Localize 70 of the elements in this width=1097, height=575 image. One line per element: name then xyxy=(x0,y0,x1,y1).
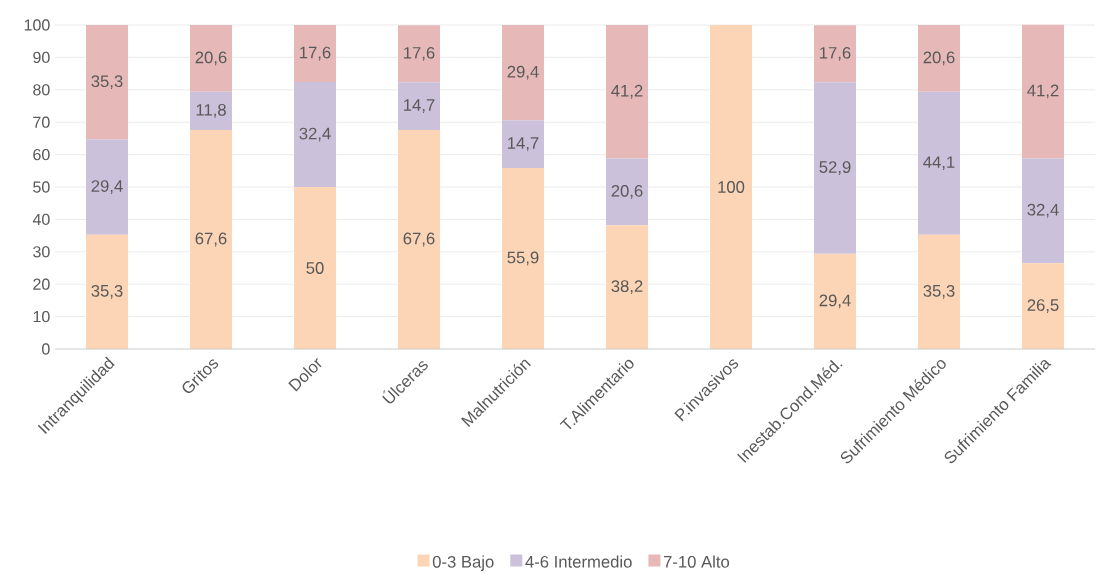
data-label: 29,4 xyxy=(91,180,123,194)
data-label: 29,4 xyxy=(819,294,851,309)
data-label: 32,4 xyxy=(299,127,331,142)
y-tick-label: 90 xyxy=(33,51,50,64)
bar xyxy=(814,253,857,350)
bar xyxy=(814,82,857,254)
bar xyxy=(918,91,960,235)
y-tick-label: 100 xyxy=(24,19,50,31)
y-tick-label: 50 xyxy=(33,181,50,193)
bar xyxy=(814,25,857,83)
bar xyxy=(1022,263,1065,350)
bar xyxy=(294,25,336,83)
data-label: 44,1 xyxy=(923,156,955,171)
data-label: 35,3 xyxy=(91,284,123,299)
data-label: 26,5 xyxy=(1027,299,1059,313)
bar xyxy=(502,120,544,168)
data-label: 11,8 xyxy=(196,104,226,118)
data-label: 67,6 xyxy=(403,232,435,247)
y-tick-label: 30 xyxy=(33,246,50,258)
data-label: 52,9 xyxy=(819,161,851,175)
y-tick-label: 80 xyxy=(33,84,50,96)
data-label: 41,2 xyxy=(611,84,643,99)
bar xyxy=(710,25,752,350)
y-tick-label: 70 xyxy=(33,116,50,128)
bar xyxy=(1022,158,1065,264)
data-label: 17,6 xyxy=(404,47,435,61)
y-tick-label: 0 xyxy=(42,343,50,355)
data-label: 38,2 xyxy=(611,280,643,295)
bar xyxy=(606,225,649,350)
bar xyxy=(502,167,544,350)
bar xyxy=(918,234,960,350)
data-label: 14,7 xyxy=(404,99,435,114)
bar xyxy=(86,139,128,235)
bar xyxy=(294,187,336,350)
bar xyxy=(190,25,232,92)
bar xyxy=(606,25,649,159)
bar xyxy=(606,158,649,226)
legend-label: 7-10 Alto xyxy=(663,555,730,568)
data-label: 55,9 xyxy=(507,251,539,266)
bar xyxy=(190,130,232,350)
data-label: 20,6 xyxy=(611,185,643,199)
bar xyxy=(294,82,336,188)
data-label: 29,4 xyxy=(507,65,539,80)
data-label: 67,6 xyxy=(195,232,227,247)
data-label: 17,6 xyxy=(300,46,331,61)
data-label: 14,7 xyxy=(508,137,539,151)
y-tick-label: 20 xyxy=(33,278,50,290)
legend-label: 4-6 Intermedio xyxy=(525,555,632,568)
bar xyxy=(502,25,544,121)
bar xyxy=(918,25,960,92)
data-label: 20,6 xyxy=(923,51,955,66)
bar xyxy=(86,234,128,350)
bar xyxy=(398,25,440,83)
data-label: 50 xyxy=(306,262,324,274)
bar xyxy=(190,91,232,131)
y-tick-label: 40 xyxy=(32,213,50,226)
data-label: 32,4 xyxy=(1027,203,1059,218)
data-label: 20,6 xyxy=(195,51,227,66)
data-label: 35,3 xyxy=(923,284,955,299)
bar xyxy=(398,130,440,350)
data-label: 17,6 xyxy=(820,47,851,61)
legend-label: 0-3 Bajo xyxy=(432,555,494,572)
bar xyxy=(398,82,440,131)
data-label: 100 xyxy=(718,181,745,193)
data-label: 41,2 xyxy=(1027,84,1059,99)
y-tick-label: 60 xyxy=(33,148,50,161)
bar xyxy=(86,25,128,140)
bar xyxy=(1022,24,1065,159)
data-label: 35,3 xyxy=(91,75,123,90)
y-tick-label: 10 xyxy=(33,310,50,323)
